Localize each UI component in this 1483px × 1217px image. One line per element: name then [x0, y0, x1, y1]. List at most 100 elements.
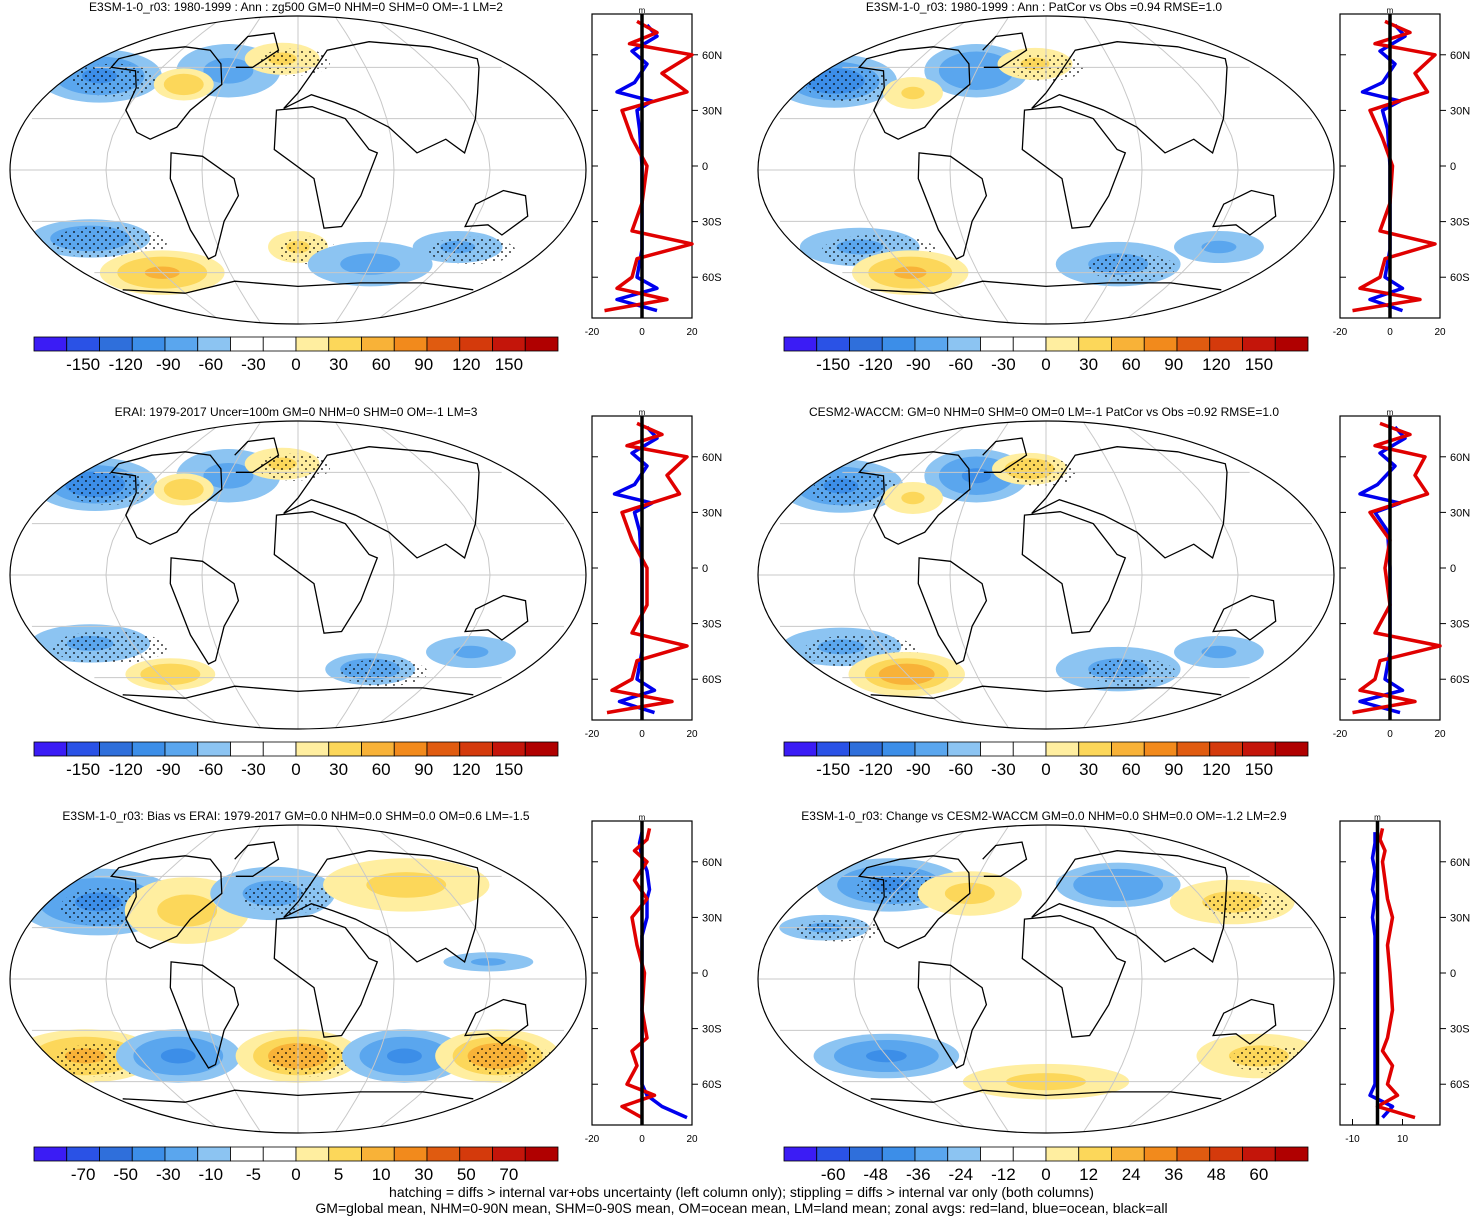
- longitude-line: [949, 421, 1010, 729]
- colorbar-bin: [1143, 741, 1178, 757]
- colorbar-tick-label: 30: [1079, 760, 1098, 779]
- colorbar-bin: [131, 1146, 166, 1162]
- colorbar-bin: [66, 1146, 100, 1162]
- colorbar-bin: [1078, 336, 1112, 352]
- coastline: [110, 46, 223, 140]
- colorbar-bin: [1274, 741, 1309, 757]
- colorbar-bin: [197, 1146, 231, 1162]
- lat-tick-label: 30N: [1450, 507, 1470, 519]
- lat-tick-label: 30N: [1450, 105, 1470, 117]
- colorbar-bin: [33, 1146, 68, 1162]
- colorbar: -150 -120 -90 -60 -30 0 30 60 90 120 150: [783, 741, 1309, 779]
- stippling: [428, 236, 516, 265]
- lat-tick-label: 30N: [702, 912, 722, 924]
- colorbar-bin: [262, 1146, 297, 1162]
- colorbar-bin: [1209, 1146, 1243, 1162]
- land-zonal-mean-line: [1352, 19, 1437, 313]
- colorbar-tick-label: 0: [1041, 355, 1050, 374]
- colorbar-bin: [328, 336, 362, 352]
- colorbar-tick-label: 0: [1041, 1165, 1050, 1184]
- stippling: [70, 63, 158, 97]
- panel-title: E3SM-1-0_r03: 1980-1999 : Ann : zg500 GM…: [89, 0, 503, 14]
- colorbar-bin: [33, 741, 68, 757]
- colorbar-tick-label: 120: [452, 355, 480, 374]
- graticule: [758, 16, 1334, 324]
- colorbar-tick-label: 60: [372, 355, 391, 374]
- coastlines: [110, 437, 529, 699]
- colorbar-bin: [230, 336, 264, 352]
- x-tick-label: -20: [585, 729, 600, 740]
- map-border: [9, 420, 587, 730]
- colorbar-tick-label: 30: [414, 1165, 433, 1184]
- colorbar-bin: [164, 336, 199, 352]
- longitude-line: [201, 16, 262, 324]
- panel-title: E3SM-1-0_r03: Change vs CESM2-WACCM GM=0…: [801, 809, 1287, 823]
- colorbar-bin: [1045, 1146, 1080, 1162]
- panel-title: E3SM-1-0_r03: 1980-1999 : Ann : PatCor v…: [865, 0, 1223, 14]
- colorbar-bin: [524, 336, 559, 352]
- colorbar-bin: [1209, 741, 1243, 757]
- colorbar-bin: [1242, 336, 1276, 352]
- colorbar-bin: [1012, 1146, 1047, 1162]
- coastline: [122, 1089, 474, 1103]
- colorbar-tick-label: 120: [1202, 760, 1230, 779]
- colorbar-tick-label: 30: [1079, 355, 1098, 374]
- coastline: [110, 451, 223, 545]
- lat-tick-label: 0: [702, 161, 708, 173]
- coastline: [464, 998, 529, 1045]
- colorbar-bin: [1242, 741, 1276, 757]
- colorbar-bin: [295, 336, 330, 352]
- coastline: [122, 685, 474, 699]
- zonal-mean-plot: m 60N 30N 0 30S 60S -20 0 20: [1333, 6, 1470, 338]
- global-map: [9, 824, 587, 1134]
- lat-tick-label: 60S: [1450, 272, 1470, 284]
- lat-tick-label: 30S: [702, 217, 722, 229]
- colorbar-tick-label: -5: [246, 1165, 261, 1184]
- zonal-mean-plot: m 60N 30N 0 30S 60S -20 0 20: [1333, 408, 1470, 740]
- anomaly-contour: [453, 645, 489, 659]
- x-tick-label: 20: [686, 1134, 698, 1145]
- longitude-line: [949, 16, 1010, 324]
- ocean-zonal-mean-line: [1368, 832, 1395, 1119]
- coastline: [1031, 850, 1228, 963]
- colorbar-bin: [1274, 336, 1309, 352]
- stippling: [269, 1043, 356, 1077]
- colorbar-bin: [66, 741, 100, 757]
- graticule: [10, 825, 586, 1133]
- coastline: [1021, 915, 1127, 1038]
- ocean-zonal-mean-line: [1358, 425, 1407, 715]
- longitude-line: [1082, 16, 1143, 324]
- map-border: [757, 15, 1335, 325]
- colorbar-bin: [881, 336, 916, 352]
- units-label: m: [1387, 408, 1394, 417]
- colorbar-bin: [914, 741, 949, 757]
- colorbar-bin: [1143, 336, 1178, 352]
- colorbar-bin: [1012, 336, 1047, 352]
- colorbar-tick-label: 48: [1207, 1165, 1226, 1184]
- stippling: [341, 658, 428, 687]
- colorbar-tick-label: -90: [156, 355, 181, 374]
- map-field: [758, 16, 1334, 324]
- land-zonal-mean-line: [1375, 828, 1416, 1120]
- zonal-mean-plot: m 60N 30N 0 30S 60S -20 0 20: [585, 813, 722, 1145]
- anomaly-contour: [901, 86, 925, 100]
- lat-tick-label: 60N: [1450, 857, 1470, 869]
- colorbar-tick-label: -60: [199, 355, 224, 374]
- longitude-line: [949, 825, 1010, 1133]
- colorbar-tick-label: -10: [199, 1165, 224, 1184]
- map-border: [9, 15, 587, 325]
- colorbar-bin: [1176, 336, 1211, 352]
- colorbar-tick-label: 90: [414, 355, 433, 374]
- colorbar-bin: [816, 741, 850, 757]
- coastline: [234, 841, 280, 877]
- coastline: [283, 850, 480, 963]
- x-tick-label: 20: [1434, 327, 1446, 338]
- colorbar-tick-label: 30: [329, 760, 348, 779]
- longitude-line: [334, 421, 395, 729]
- colorbar-tick-label: 0: [1041, 760, 1050, 779]
- lat-tick-label: 30N: [702, 105, 722, 117]
- colorbar-bin: [295, 1146, 330, 1162]
- caption-line-2: GM=global mean, NHM=0-90N mean, SHM=0-90…: [315, 1200, 1168, 1216]
- colorbar-tick-label: 90: [414, 760, 433, 779]
- units-label: m: [639, 813, 646, 822]
